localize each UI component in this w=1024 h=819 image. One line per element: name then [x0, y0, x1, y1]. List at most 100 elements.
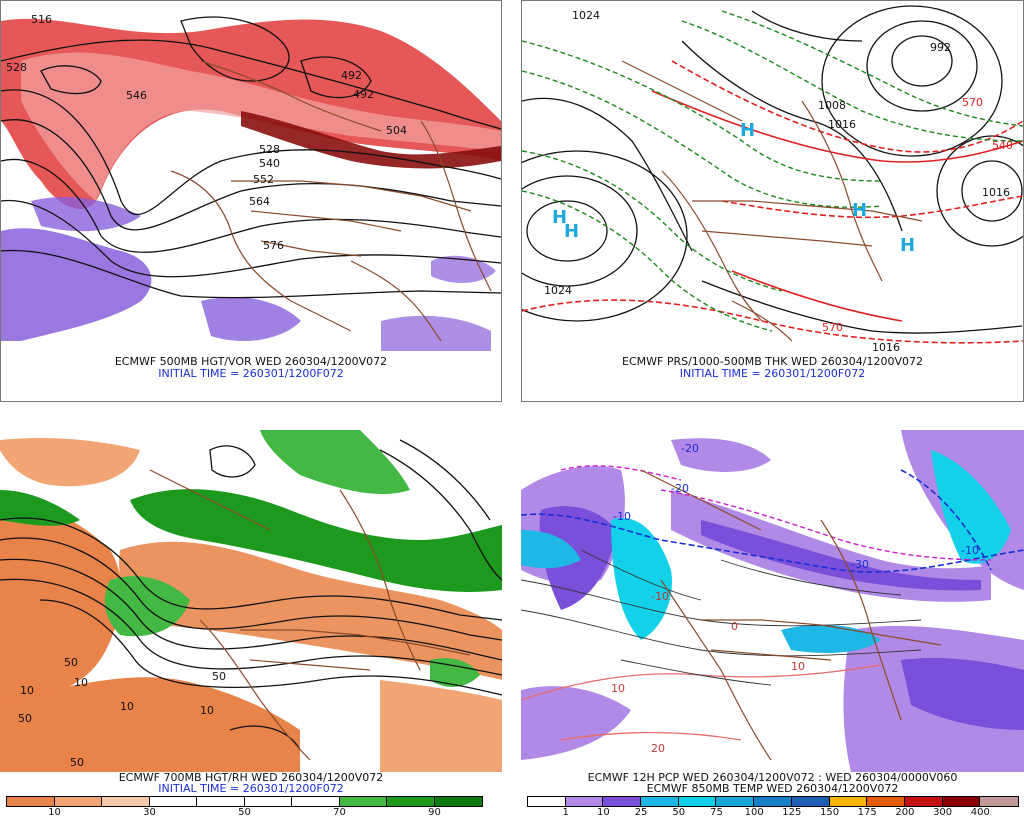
map-500mb: 516 528 546 528 540 552 564 576 492 492 … [1, 1, 501, 355]
temp-label: -10 [613, 510, 631, 523]
rh-labels: 10 50 10 50 10 50 10 50 [18, 656, 226, 769]
rh-moist-region [260, 430, 410, 495]
panel-12h-pcp: -10 -10 -20 -30 -20 -10 0 10 10 20 ECMWF… [521, 430, 1024, 819]
pressure-label: 1016 [982, 186, 1010, 199]
vorticity-dark-core [241, 111, 501, 169]
coastlines [640, 469, 942, 761]
height-label: 516 [31, 13, 52, 26]
colorbar-segment [754, 797, 792, 806]
thickness-label: 570 [822, 321, 843, 334]
vorticity-purple-patch [1, 228, 152, 341]
temp-label: -10 [961, 544, 979, 557]
colorbar-label: 70 [333, 807, 346, 818]
colorbar-segment [980, 797, 1018, 806]
temp-magenta-contours [560, 465, 992, 561]
height-label: 492 [353, 88, 374, 101]
colorbar-label: 30 [143, 807, 156, 818]
coastlines [149, 469, 471, 761]
panel-prs-thk-title: ECMWF PRS/1000-500MB THK WED 260304/1200… [622, 355, 923, 368]
pressure-label: 992 [930, 41, 951, 54]
coastlines [621, 60, 923, 342]
colorbar-segment [565, 797, 604, 806]
colorbar-segment [149, 797, 197, 806]
colorbar-label: 300 [933, 807, 953, 818]
colorbar-segment [641, 797, 679, 806]
colorbar-label: 75 [710, 807, 723, 818]
temp-blue-contours [521, 469, 1024, 573]
colorbar-segment [603, 797, 642, 806]
rh-moist-region [130, 489, 502, 592]
colorbar-segment [54, 797, 102, 806]
vorticity-purple-patch [31, 196, 141, 232]
temp-label: 20 [651, 742, 665, 755]
rh-label: 10 [20, 684, 34, 697]
temp-label: -20 [681, 442, 699, 455]
temp-label: 10 [611, 682, 625, 695]
pressure-label: 1008 [818, 99, 846, 112]
colorbar-segment [528, 797, 566, 806]
colorbar-label: 100 [744, 807, 764, 818]
precip-moderate-region [901, 658, 1024, 730]
temp-label: -10 [651, 590, 669, 603]
colorbar-segment [292, 797, 340, 806]
height-label: 504 [386, 124, 407, 137]
precip-light-region [521, 686, 631, 760]
panel-pcp-title-2: ECMWF 850MB TEMP WED 260304/1200V072 [646, 782, 899, 795]
precip-light-region [671, 438, 771, 472]
height-label: 492 [341, 69, 362, 82]
thickness-label: 540 [992, 139, 1013, 152]
colorbar-segment [102, 797, 150, 806]
colorbar-label: 150 [819, 807, 840, 818]
colorbar-label: 400 [970, 807, 990, 818]
map-prs-thk-svg: H H H H H 1024 1016 1024 992 1016 1008 1… [522, 5, 1023, 354]
colorbar-segment [678, 797, 717, 806]
map-700mb: 10 50 10 50 10 50 10 50 [0, 430, 502, 772]
colorbar-label: 200 [895, 807, 915, 818]
colorbar-segment [716, 797, 755, 806]
coastlines [170, 60, 492, 342]
colorbar-label: 175 [857, 807, 877, 818]
temp-label: -30 [851, 558, 869, 571]
panel-500mb-title: ECMWF 500MB HGT/VOR WED 260304/1200V072 [114, 355, 388, 368]
rh-label: 50 [64, 656, 78, 669]
colorbar-segment [387, 797, 435, 806]
rh-moist-region [0, 490, 80, 526]
colorbar-label: 50 [238, 807, 251, 818]
colorbar-label: 10 [48, 807, 61, 818]
map-pcp: -10 -10 -20 -30 -20 -10 0 10 10 20 [521, 430, 1024, 772]
colorbar-segment [942, 797, 981, 806]
temp-label: 0 [731, 620, 738, 633]
height-label: 528 [259, 143, 280, 156]
colorbar-label: 1 [562, 807, 569, 818]
height-label: 564 [249, 195, 270, 208]
rh-dry-region [0, 677, 300, 772]
vorticity-purple-patch [431, 255, 496, 283]
pcp-colorbar: 1 10 25 50 75 100 125 150 175 200 300 400 [527, 796, 1019, 818]
temp-label: 10 [791, 660, 805, 673]
colorbar-segment [7, 797, 55, 806]
high-markers: H H H H H [552, 120, 915, 256]
height-labels: 516 528 546 528 540 552 564 576 492 492 … [6, 13, 407, 252]
colorbar-segment [904, 797, 943, 806]
thickness-green-contours [522, 10, 1023, 332]
rh-moist-region [430, 658, 480, 687]
colorbar-segment [339, 797, 387, 806]
map-500mb-svg: 516 528 546 528 540 552 564 576 492 492 … [1, 13, 501, 351]
colorbar-segment [867, 797, 905, 806]
panel-pcp-title-1: ECMWF 12H PCP WED 260304/1200V072 : WED … [587, 771, 958, 784]
precip-heavy-region [781, 624, 881, 653]
map-prs-thk: H H H H H 1024 1016 1024 992 1016 1008 1… [522, 1, 1023, 355]
thickness-labels: 570 570 540 [822, 96, 1013, 334]
rh-label: 10 [74, 676, 88, 689]
rh-dry-region [119, 541, 502, 680]
rh-label: 50 [70, 756, 84, 769]
precip-heavy-region [931, 450, 1011, 564]
high-marker: H [900, 235, 915, 256]
panel-500mb-hgt-vor: 516 528 546 528 540 552 564 576 492 492 … [0, 0, 502, 402]
thickness-red-contours [522, 60, 1023, 344]
panel-700mb-initial-time: INITIAL TIME = 260301/1200F072 [158, 782, 344, 795]
thickness-red-solid [651, 90, 1023, 322]
temp-label: -20 [671, 482, 689, 495]
pressure-labels: 1024 1016 1024 992 1016 1008 1016 [544, 9, 1010, 354]
rh-colorbar: 10 30 50 70 90 [6, 796, 483, 818]
